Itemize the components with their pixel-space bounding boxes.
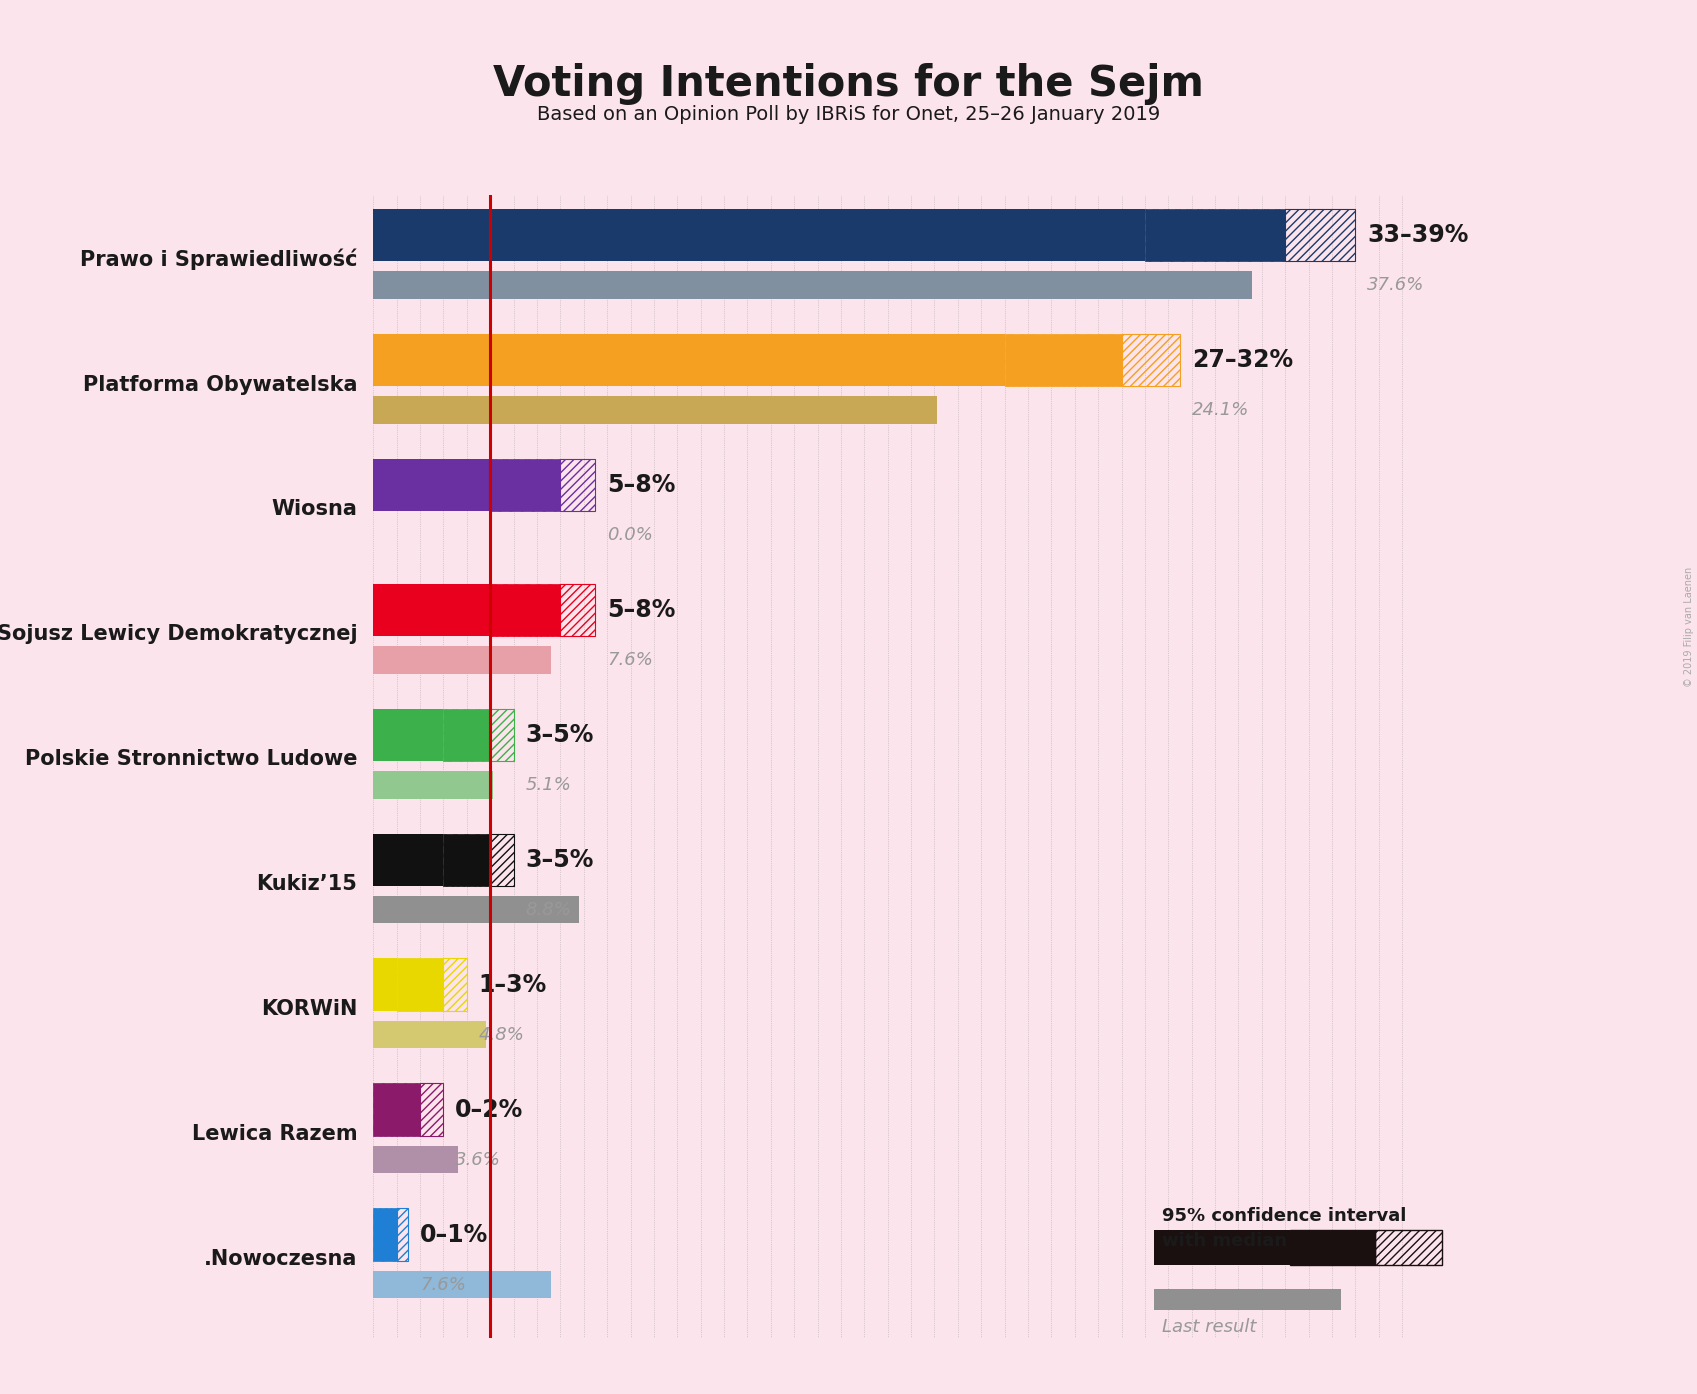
Text: 4.8%: 4.8% (479, 1026, 524, 1044)
Bar (560, 584, 596, 636)
Text: 27–32%: 27–32% (1191, 348, 1293, 372)
Text: 24.1%: 24.1% (1191, 401, 1249, 420)
Bar (1290, 1231, 1375, 1266)
Bar (421, 1083, 443, 1136)
Text: 3.6%: 3.6% (455, 1150, 501, 1168)
Text: 5–8%: 5–8% (608, 473, 675, 498)
Bar (443, 959, 467, 1011)
Text: with median: with median (1162, 1232, 1288, 1249)
Bar (1375, 1231, 1442, 1266)
Bar (373, 647, 552, 673)
Bar (373, 708, 443, 761)
Text: 7.6%: 7.6% (421, 1276, 467, 1294)
Bar (373, 272, 1252, 298)
Bar (490, 459, 560, 512)
Text: 0–1%: 0–1% (421, 1223, 489, 1246)
Text: 37.6%: 37.6% (1368, 276, 1424, 294)
Bar (397, 1209, 409, 1260)
Bar (490, 584, 560, 636)
Bar (1005, 333, 1122, 386)
Bar (373, 896, 579, 923)
Text: 7.6%: 7.6% (608, 651, 653, 669)
Bar (373, 1083, 421, 1136)
Text: 33–39%: 33–39% (1368, 223, 1468, 247)
Text: 3–5%: 3–5% (526, 723, 594, 747)
Bar (373, 333, 1005, 386)
Bar (443, 708, 490, 761)
Text: 3–5%: 3–5% (526, 848, 594, 871)
Bar (373, 459, 490, 512)
Bar (490, 834, 514, 887)
Bar (1285, 209, 1356, 261)
Bar (373, 584, 490, 636)
Bar (373, 1146, 458, 1174)
Bar (397, 959, 443, 1011)
Text: Last result: Last result (1162, 1319, 1257, 1335)
Bar (373, 1271, 552, 1298)
Bar (373, 396, 937, 424)
Bar (373, 834, 443, 887)
Text: 5–8%: 5–8% (608, 598, 675, 622)
Text: 5.1%: 5.1% (526, 776, 572, 793)
Bar (373, 771, 492, 799)
Text: 95% confidence interval: 95% confidence interval (1162, 1207, 1407, 1224)
Bar (443, 834, 490, 887)
Bar (373, 1020, 485, 1048)
Bar (560, 459, 596, 512)
Bar (1154, 1289, 1341, 1310)
Bar (1154, 1231, 1290, 1266)
Bar (373, 959, 397, 1011)
Text: 0.0%: 0.0% (608, 526, 653, 544)
Bar (373, 209, 1145, 261)
Bar (373, 1209, 397, 1260)
Text: 0–2%: 0–2% (455, 1097, 523, 1122)
Bar (490, 708, 514, 761)
Text: Based on an Opinion Poll by IBRiS for Onet, 25–26 January 2019: Based on an Opinion Poll by IBRiS for On… (536, 105, 1161, 124)
Text: 1–3%: 1–3% (479, 973, 546, 997)
Text: 8.8%: 8.8% (526, 901, 572, 919)
Text: Voting Intentions for the Sejm: Voting Intentions for the Sejm (494, 63, 1203, 105)
Bar (1145, 209, 1285, 261)
Bar (1122, 333, 1179, 386)
Text: © 2019 Filip van Laenen: © 2019 Filip van Laenen (1683, 567, 1694, 687)
